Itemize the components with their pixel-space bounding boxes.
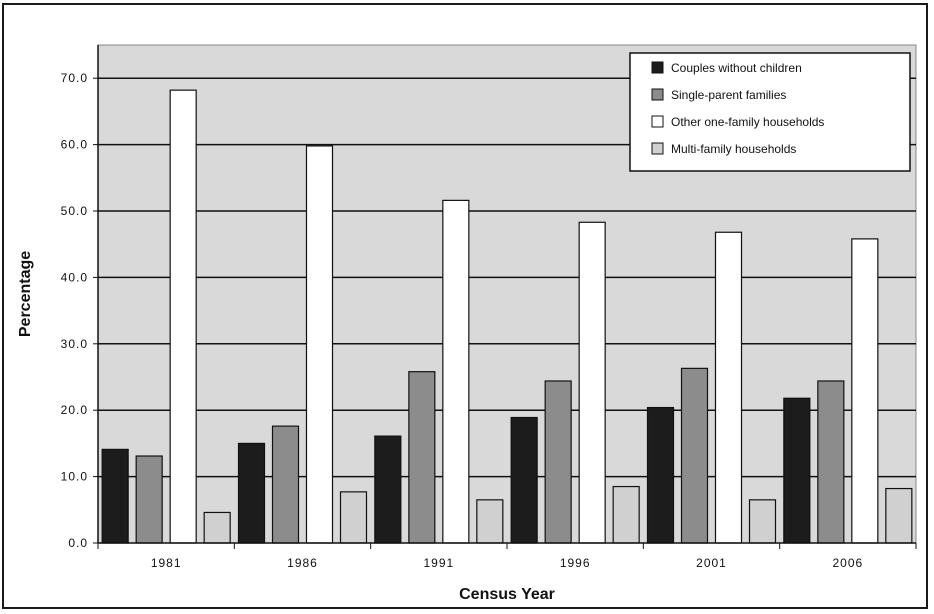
bar-2001-series-4 [748, 499, 777, 544]
y-tick-label: 0.0 [68, 536, 88, 550]
bar-1991-series-1 [374, 435, 402, 544]
legend-swatch [651, 115, 664, 128]
legend: Couples without children Single-parent fa… [629, 52, 911, 172]
y-tick-label: 60.0 [61, 138, 88, 152]
bar-1991-series-4 [476, 499, 504, 544]
bar-2001-series-1 [646, 406, 675, 544]
bar-2001-series-2 [680, 367, 709, 544]
legend-box [629, 52, 911, 172]
axes [93, 45, 917, 549]
bar-1991-series-3 [442, 199, 470, 544]
legend-label: Other one-family households [671, 115, 824, 129]
bar-1991-series-2 [408, 371, 436, 544]
bar-2001-series-3 [714, 231, 743, 544]
y-tick-labels: 0.0 10.0 20.0 30.0 40.0 50.0 60.0 70.0 [61, 71, 88, 550]
bar-1981-series-2 [135, 455, 163, 544]
y-axis-title: Percentage [17, 251, 34, 337]
chart-frame: 0.0 10.0 20.0 30.0 40.0 50.0 60.0 70.0 1981 1986… [2, 3, 928, 609]
x-tick-label: 1991 [423, 556, 454, 570]
x-tick-labels: 1981 1986 1991 1996 2001 2006 [151, 556, 863, 570]
bar-1996-series-1 [510, 416, 538, 544]
bar-1996-series-4 [612, 485, 640, 544]
x-axis-title: Census Year [459, 586, 555, 603]
bar-1996-series-3 [578, 221, 606, 544]
bar-1981-series-4 [203, 511, 231, 544]
x-tick-label: 2006 [832, 556, 863, 570]
bar-2006-series-1 [783, 397, 811, 544]
bars [101, 89, 913, 544]
legend-swatch [651, 61, 664, 74]
bar-1986-series-2 [271, 425, 300, 544]
x-tick-label: 1986 [287, 556, 318, 570]
legend-swatch [651, 142, 664, 155]
bar-1981-series-3 [169, 89, 197, 544]
legend-label: Couples without children [671, 61, 802, 75]
legend-label: Multi-family households [671, 142, 796, 156]
bar-1986-series-4 [339, 491, 368, 544]
bar-2006-series-2 [817, 380, 845, 544]
y-tick-label: 70.0 [61, 71, 88, 85]
bar-1986-series-3 [305, 145, 334, 544]
bar-2006-series-4 [885, 487, 913, 544]
legend-label: Single-parent families [671, 88, 786, 102]
bar-1981-series-1 [101, 448, 129, 544]
y-tick-label: 50.0 [61, 204, 88, 218]
y-tick-label: 20.0 [61, 403, 88, 417]
x-tick-label: 2001 [696, 556, 727, 570]
y-tick-label: 10.0 [61, 470, 88, 484]
x-tick-label: 1996 [560, 556, 591, 570]
bar-2006-series-3 [851, 238, 879, 544]
y-tick-label: 40.0 [61, 270, 88, 284]
x-tick-label: 1981 [151, 556, 182, 570]
bar-1996-series-2 [544, 380, 572, 544]
bar-chart: 0.0 10.0 20.0 30.0 40.0 50.0 60.0 70.0 1981 1986… [17, 44, 917, 603]
y-tick-label: 30.0 [61, 337, 88, 351]
bar-1986-series-1 [237, 442, 266, 544]
legend-swatch [651, 88, 664, 101]
